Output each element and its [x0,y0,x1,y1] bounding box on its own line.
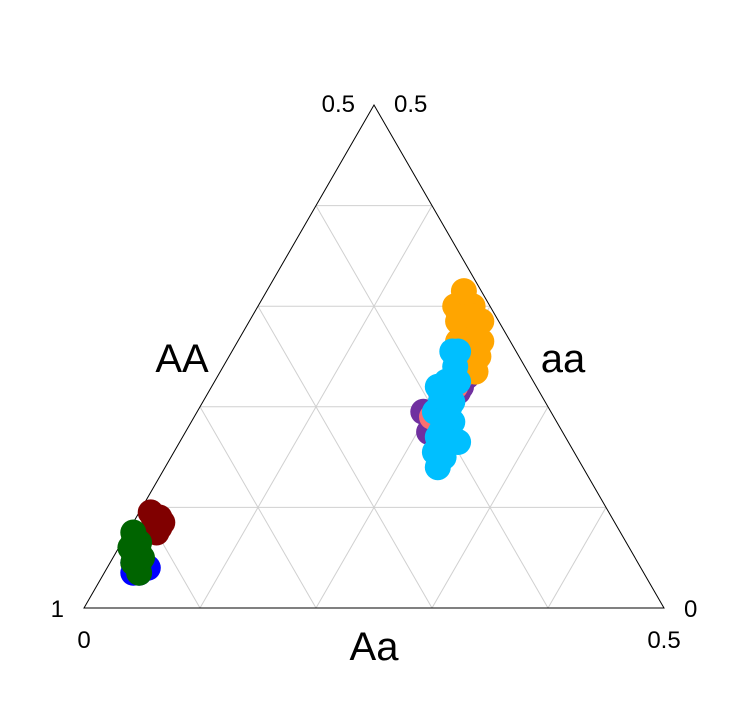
grid-line [431,406,549,609]
tick-right-start: 0.5 [394,91,427,118]
grid [141,205,607,609]
triangle-frame [83,103,665,609]
data-point [445,338,472,365]
data-point [450,278,477,305]
data-point [445,429,472,455]
tick-right-end: 0 [684,596,697,623]
tick-left-start: 1 [51,596,64,623]
data-point [468,308,495,335]
axis-label-right: aa [541,337,586,381]
data-point [445,368,472,395]
grid-line [257,305,433,609]
grid-line [547,507,607,609]
data-point [436,393,463,420]
tick-bottom-start: 0 [77,627,90,654]
tick-left-end: 0.5 [322,91,355,118]
axis-label-bottom: Aa [350,625,400,669]
grid-line [199,406,317,609]
data-point [421,439,448,466]
data-point [117,534,144,561]
tick-bottom-end: 0.5 [647,627,680,654]
axis-label-left: AA [155,337,209,381]
points [117,278,495,586]
